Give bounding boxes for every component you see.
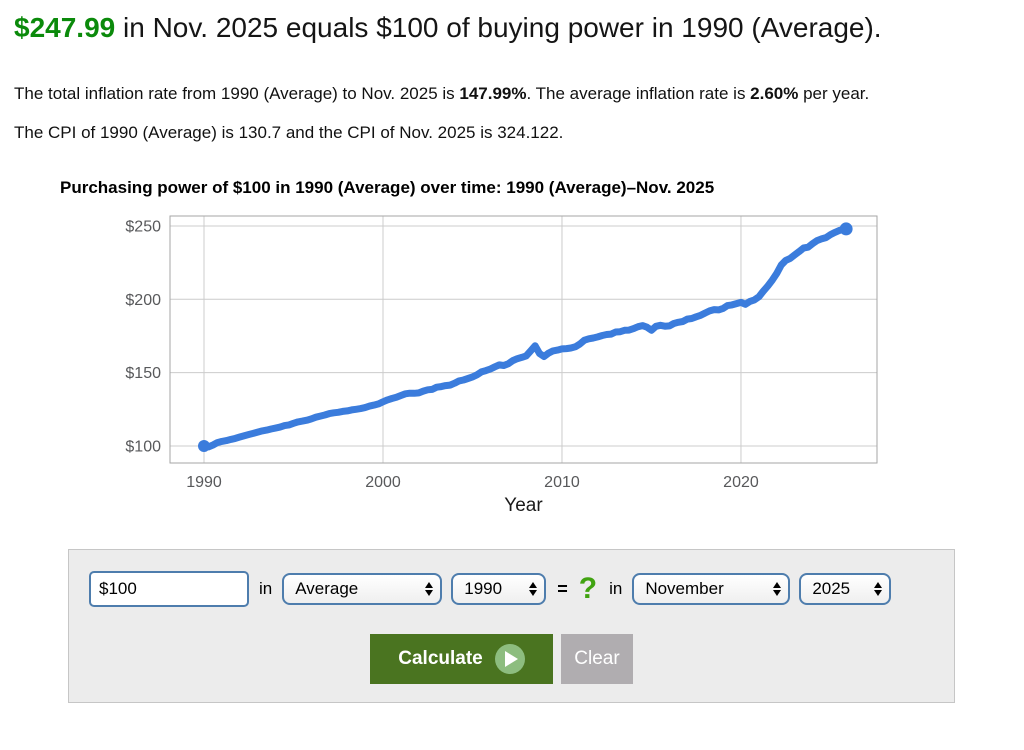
chart-border xyxy=(169,215,878,464)
select-arrows-icon xyxy=(773,582,782,597)
amount-input[interactable] xyxy=(89,571,249,608)
x-tick-label: 2000 xyxy=(365,474,401,491)
question-mark: ? xyxy=(578,572,598,606)
x-tick-label: 1990 xyxy=(186,474,222,491)
calculate-button-label: Calculate xyxy=(398,648,483,670)
headline-rest: in Nov. 2025 equals $100 of buying power… xyxy=(115,12,882,43)
chart-container: $100 $150 $200 $250 1990 2000 2010 2020 Year xyxy=(98,206,1024,523)
chart-line xyxy=(200,225,850,451)
start-year-value: 1990 xyxy=(464,579,503,599)
in-label: in xyxy=(609,579,623,599)
play-icon xyxy=(494,644,525,675)
chart-section: Purchasing power of $100 in 1990 (Averag… xyxy=(0,178,1024,523)
y-tick-label: $150 xyxy=(125,365,161,382)
chart-canvas: $100 $150 $200 $250 1990 2000 2010 2020 Year xyxy=(125,215,878,516)
start-month-select[interactable]: Average xyxy=(282,573,443,606)
chart-start-dot xyxy=(198,440,211,453)
select-arrows-icon xyxy=(529,582,538,597)
summary-text: . The average inflation rate is xyxy=(526,84,751,103)
end-month-select[interactable]: November xyxy=(632,573,791,606)
x-tick-label: 2020 xyxy=(723,474,759,491)
cpi-summary: The CPI of 1990 (Average) is 130.7 and t… xyxy=(14,123,564,143)
x-tick-label: 2010 xyxy=(544,474,580,491)
calculator-panel: in Average 1990 = ? in November 2025 Cal… xyxy=(68,549,955,704)
select-arrows-icon xyxy=(425,582,434,597)
end-month-value: November xyxy=(645,579,724,599)
y-tick-label: $250 xyxy=(125,219,161,236)
y-tick-label: $200 xyxy=(125,292,161,309)
y-tick-label: $100 xyxy=(125,439,161,456)
chart-end-dot xyxy=(839,222,853,236)
total-inflation-rate: 147.99% xyxy=(459,84,527,103)
end-year-select[interactable]: 2025 xyxy=(799,573,892,606)
summary-text: The total inflation rate from 1990 (Aver… xyxy=(14,84,460,103)
start-month-value: Average xyxy=(295,579,359,599)
inflation-rate-summary: The total inflation rate from 1990 (Aver… xyxy=(14,82,954,105)
headline-amount: $247.99 xyxy=(14,12,116,43)
select-arrows-icon xyxy=(874,582,883,597)
page-title: $247.99 in Nov. 2025 equals $100 of buyi… xyxy=(14,12,1024,44)
calculator-inputs-row: in Average 1990 = ? in November 2025 xyxy=(89,571,936,608)
average-inflation-rate: 2.60% xyxy=(750,84,799,103)
in-label: in xyxy=(259,579,273,599)
start-year-select[interactable]: 1990 xyxy=(451,573,547,606)
clear-button[interactable]: Clear xyxy=(561,634,633,685)
x-axis-title: Year xyxy=(504,495,543,516)
summary-text: per year. xyxy=(798,84,870,103)
end-year-value: 2025 xyxy=(812,579,851,599)
calculate-button[interactable]: Calculate xyxy=(370,634,553,685)
equals-sign: = xyxy=(557,578,568,599)
chart-title: Purchasing power of $100 in 1990 (Averag… xyxy=(60,178,715,198)
calculator-buttons-row: Calculate Clear xyxy=(89,634,914,685)
